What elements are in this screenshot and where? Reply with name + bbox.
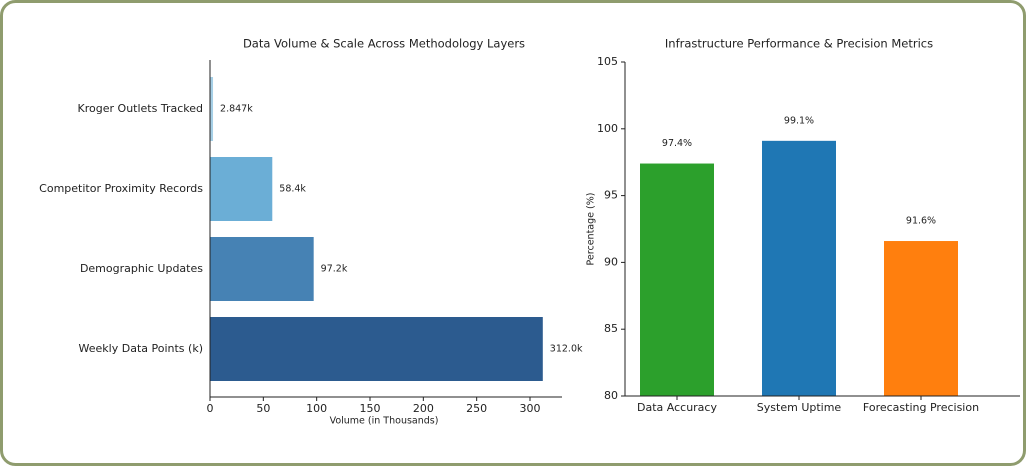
bar: [762, 140, 836, 396]
bar: [640, 163, 714, 396]
x-tick-label: System Uptime: [757, 401, 842, 414]
value-label: 99.1%: [784, 115, 814, 126]
y-tick-label: Competitor Proximity Records: [39, 182, 203, 195]
x-tick-label: 200: [413, 402, 434, 415]
x-tick-label: 0: [207, 402, 214, 415]
value-label: 97.4%: [662, 138, 692, 149]
y-tick-label: 95: [604, 189, 618, 202]
x-axis-label: Volume (in Thousands): [330, 416, 439, 427]
value-label: 58.4k: [279, 184, 306, 195]
x-tick-label: 100: [306, 402, 327, 415]
chart-title: Infrastructure Performance & Precision M…: [665, 37, 933, 51]
x-tick-label: 150: [360, 402, 381, 415]
value-label: 97.2k: [321, 264, 348, 275]
value-label: 312.0k: [550, 344, 583, 355]
bar: [210, 157, 273, 221]
y-tick-label: 105: [597, 55, 618, 68]
chart-title: Data Volume & Scale Across Methodology L…: [243, 37, 525, 51]
x-tick-label: 50: [256, 402, 270, 415]
y-tick-label: 90: [604, 255, 618, 268]
value-label: 2.847k: [220, 104, 253, 115]
bar: [884, 241, 958, 396]
y-tick-label: Kroger Outlets Tracked: [78, 102, 203, 115]
y-tick-label: 80: [604, 389, 618, 402]
bar: [210, 237, 314, 301]
bar: [210, 317, 543, 381]
y-tick-label: 85: [604, 322, 618, 335]
y-axis-label: Percentage (%): [586, 193, 597, 266]
value-label: 91.6%: [906, 216, 936, 227]
x-tick-label: 250: [466, 402, 487, 415]
y-tick-label: Demographic Updates: [80, 262, 203, 275]
y-tick-label: 100: [597, 122, 618, 135]
bar: [210, 77, 214, 141]
y-tick-label: Weekly Data Points (k): [79, 342, 203, 355]
x-tick-label: Data Accuracy: [637, 401, 717, 414]
x-tick-label: Forecasting Precision: [863, 401, 979, 414]
x-tick-label: 300: [520, 402, 541, 415]
